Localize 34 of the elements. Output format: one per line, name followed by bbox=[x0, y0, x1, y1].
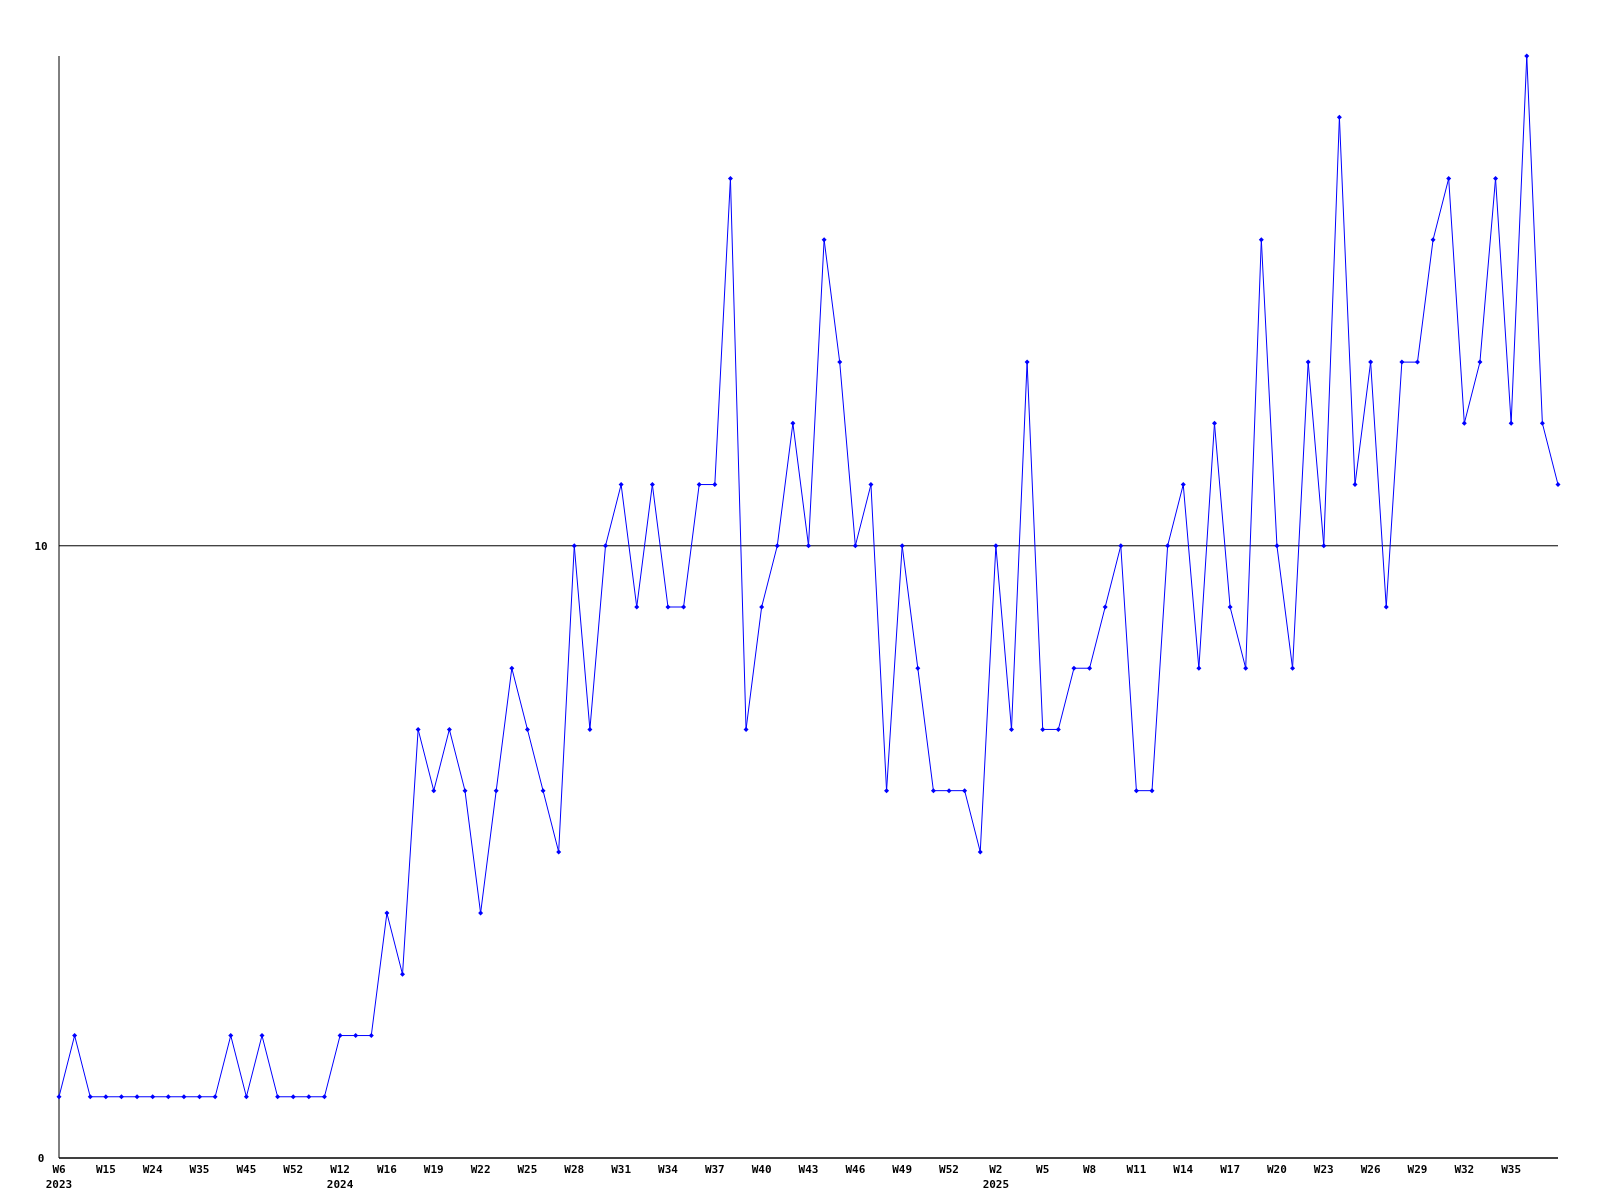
x-tick-label: W35 bbox=[1501, 1163, 1522, 1176]
x-tick-label: W19 bbox=[423, 1163, 444, 1176]
x-tick-label: W15 bbox=[95, 1163, 116, 1176]
x-tick-label: W17 bbox=[1220, 1163, 1241, 1176]
x-tick-label: W35 bbox=[189, 1163, 210, 1176]
y-tick-label: 0 bbox=[37, 1151, 45, 1165]
x-tick-label: W46 bbox=[845, 1163, 866, 1176]
x-tick-label: W43 bbox=[798, 1163, 819, 1176]
x-tick-label: W12 2024 bbox=[326, 1163, 354, 1191]
x-tick-label: W26 bbox=[1360, 1163, 1381, 1176]
x-tick-label: W22 bbox=[470, 1163, 491, 1176]
x-tick-label: W20 bbox=[1267, 1163, 1287, 1176]
y-tick-label: 10 bbox=[34, 539, 48, 553]
x-tick-label: W8 bbox=[1082, 1163, 1097, 1176]
x-tick-label: W52 bbox=[939, 1163, 959, 1176]
x-tick-label: W25 bbox=[517, 1163, 538, 1176]
x-tick-label: W16 bbox=[376, 1163, 398, 1176]
x-tick-label: W2 2025 bbox=[982, 1163, 1010, 1191]
x-tick-label: W31 bbox=[611, 1163, 632, 1176]
x-tick-label: W52 bbox=[283, 1163, 304, 1176]
x-tick-label: W5 bbox=[1036, 1163, 1050, 1176]
x-tick-label: W32 bbox=[1454, 1163, 1475, 1176]
x-tick-label: W6 2023 bbox=[45, 1163, 73, 1191]
x-tick-label: W11 bbox=[1126, 1163, 1147, 1176]
x-tick-label: W23 bbox=[1313, 1163, 1334, 1176]
x-tick-label: W40 bbox=[751, 1163, 772, 1176]
x-tick-label: W29 bbox=[1407, 1163, 1428, 1176]
x-tick-label: W28 bbox=[564, 1163, 585, 1176]
x-tick-label: W14 bbox=[1173, 1163, 1194, 1176]
x-tick-label: W24 bbox=[142, 1163, 163, 1176]
x-tick-label: W34 bbox=[658, 1163, 679, 1176]
x-tick-label: W37 bbox=[704, 1163, 725, 1176]
x-tick-label: W45 bbox=[236, 1163, 257, 1176]
x-tick-label: W49 bbox=[892, 1163, 913, 1176]
